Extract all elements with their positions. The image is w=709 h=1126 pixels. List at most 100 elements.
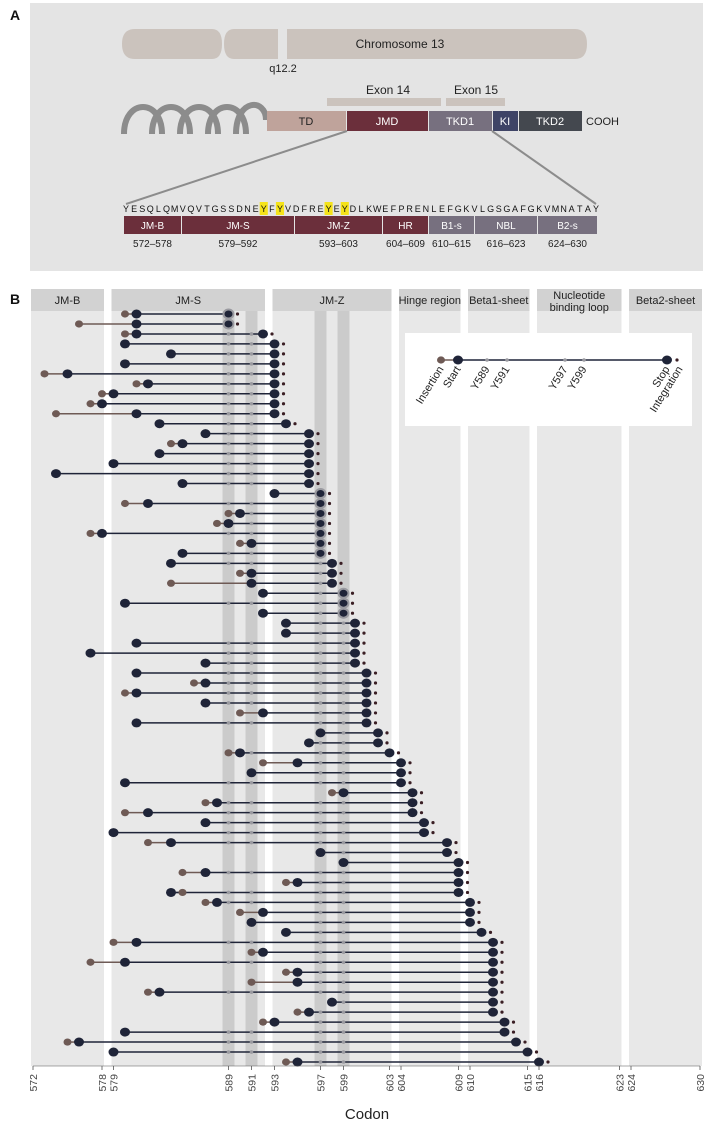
tyrosine-marker bbox=[226, 342, 231, 346]
insertion-point bbox=[213, 519, 221, 528]
tyrosine-marker bbox=[341, 780, 346, 785]
sequence-residue: A bbox=[512, 204, 518, 214]
integration-dot bbox=[281, 382, 286, 386]
stop-point bbox=[304, 479, 314, 489]
sequence-residue: D bbox=[236, 204, 243, 214]
tyrosine-marker bbox=[226, 800, 231, 805]
subdomain-label: B1-s bbox=[441, 221, 462, 232]
integration-dot bbox=[339, 571, 343, 575]
insertion-point bbox=[178, 868, 187, 877]
tyrosine-marker bbox=[341, 731, 346, 735]
integration-dot bbox=[373, 701, 378, 705]
exon14-label: Exon 14 bbox=[366, 83, 410, 97]
subdomain-box bbox=[295, 216, 382, 234]
integration-dot bbox=[327, 511, 332, 516]
tyrosine-marker bbox=[249, 601, 254, 606]
tyrosine-marker bbox=[249, 890, 254, 895]
tyrosine-marker bbox=[318, 810, 323, 815]
start-point bbox=[131, 329, 142, 339]
integration-dot bbox=[465, 880, 470, 885]
tyrosine-marker bbox=[226, 940, 231, 945]
insertion-point bbox=[144, 838, 152, 847]
start-point bbox=[108, 459, 119, 469]
integration-dot bbox=[454, 840, 458, 845]
lollipop-row bbox=[40, 369, 286, 379]
lollipop-row bbox=[108, 1047, 539, 1057]
integration-dot bbox=[373, 681, 378, 685]
sequence-residue: M bbox=[552, 204, 560, 214]
subdomain-range: 579–592 bbox=[219, 239, 258, 250]
insertion-point bbox=[190, 679, 198, 687]
integration-dot bbox=[281, 372, 286, 376]
start-point bbox=[62, 369, 73, 379]
integration-dot bbox=[488, 930, 493, 934]
tyrosine-marker bbox=[341, 691, 346, 695]
x-tick-label: 610 bbox=[465, 1074, 477, 1092]
region-header bbox=[537, 289, 622, 311]
tyrosine-marker bbox=[226, 372, 231, 376]
insertion-point bbox=[86, 958, 95, 966]
stop-point bbox=[373, 738, 383, 748]
integration-dot bbox=[511, 1020, 516, 1024]
sequence-residue: E bbox=[334, 204, 340, 214]
start-point bbox=[131, 668, 142, 678]
start-point bbox=[120, 778, 130, 788]
tyrosine-highlight bbox=[259, 202, 268, 215]
tyrosine-marker bbox=[341, 741, 346, 745]
sequence-residue: N bbox=[244, 204, 251, 214]
stop-point bbox=[488, 977, 498, 987]
sequence-residue: G bbox=[212, 204, 219, 214]
insertion-point bbox=[236, 908, 244, 917]
tyrosine-marker bbox=[226, 681, 231, 685]
x-tick-label: 572 bbox=[28, 1074, 40, 1092]
tyrosine-marker bbox=[318, 1040, 323, 1044]
x-tick-label: 616 bbox=[534, 1074, 546, 1092]
x-tick-label: 630 bbox=[695, 1074, 707, 1092]
tyrosine-marker bbox=[249, 830, 254, 835]
stop-point bbox=[465, 907, 475, 917]
tyrosine-marker bbox=[318, 940, 323, 945]
start-point bbox=[292, 977, 303, 987]
lollipop-row bbox=[315, 848, 458, 858]
stop-point bbox=[304, 469, 314, 479]
x-tick-label: 579 bbox=[109, 1074, 121, 1092]
tyrosine-marker bbox=[249, 362, 254, 366]
tyrosine-marker bbox=[341, 631, 346, 635]
start-point bbox=[108, 828, 119, 838]
integration-dot bbox=[327, 531, 332, 536]
integration-dot bbox=[362, 661, 366, 665]
start-point bbox=[269, 1017, 280, 1027]
sequence-residue: F bbox=[269, 204, 275, 214]
stop-point bbox=[269, 339, 280, 349]
tyrosine-marker bbox=[226, 431, 231, 436]
coil-icon bbox=[121, 102, 269, 135]
insertion-point bbox=[178, 888, 187, 897]
stop-point bbox=[488, 997, 498, 1007]
lollipop-row bbox=[246, 768, 412, 778]
tyrosine-marker bbox=[318, 631, 323, 635]
chromosome-label: Chromosome 13 bbox=[356, 37, 445, 51]
tyrosine-marker bbox=[341, 641, 346, 645]
subdomain-range: 624–630 bbox=[548, 239, 587, 250]
sequence-residue: E bbox=[382, 204, 388, 214]
start-point bbox=[177, 548, 188, 558]
sequence-residue: K bbox=[536, 204, 542, 214]
tyrosine-marker bbox=[249, 721, 254, 725]
stop-point bbox=[314, 537, 327, 549]
tyrosine-marker bbox=[318, 780, 323, 785]
integration-dot bbox=[327, 541, 332, 545]
stop-point bbox=[511, 1037, 521, 1047]
integration-dot bbox=[316, 442, 320, 446]
legend-tyrosine-marker bbox=[563, 358, 567, 362]
integration-dot bbox=[327, 491, 332, 496]
integration-dot bbox=[523, 1040, 527, 1044]
tyrosine-marker bbox=[341, 1030, 346, 1034]
tyrosine-marker bbox=[249, 561, 254, 566]
stop-point bbox=[534, 1057, 544, 1067]
integration-dot bbox=[362, 651, 366, 655]
x-tick-label: 615 bbox=[523, 1074, 535, 1092]
stop-point bbox=[407, 808, 418, 818]
legend-box bbox=[405, 333, 692, 426]
insertion-point bbox=[98, 390, 106, 398]
tyrosine-marker bbox=[318, 840, 323, 845]
